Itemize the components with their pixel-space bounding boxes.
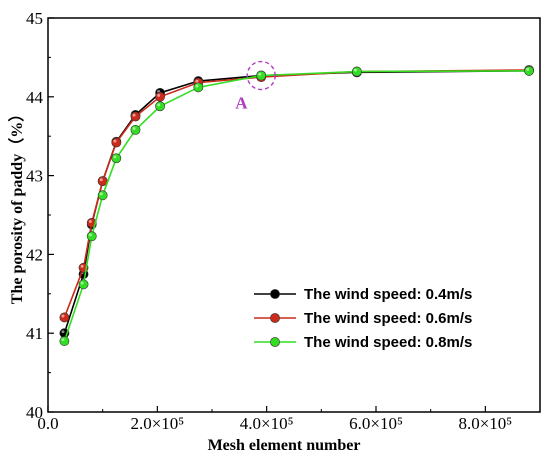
data-point-highlight <box>80 281 84 285</box>
data-point <box>256 70 267 81</box>
legend-label: The wind speed: 0.4m/s <box>304 286 472 303</box>
series-line <box>63 69 530 318</box>
data-point-highlight <box>80 264 84 268</box>
legend-marker <box>270 289 280 299</box>
legend-marker <box>270 337 280 347</box>
data-point <box>97 190 108 201</box>
x-tick-label: 8.0×10⁵ <box>458 414 512 433</box>
data-point-highlight <box>113 139 117 143</box>
data-point-highlight <box>132 126 136 130</box>
data-point-highlight <box>157 93 161 97</box>
data-point <box>111 137 122 148</box>
y-tick-label: 41 <box>26 324 43 343</box>
x-tick-label: 0.0 <box>37 414 58 433</box>
data-point-highlight <box>61 330 65 334</box>
annotation-label: A <box>235 94 248 113</box>
data-point-highlight <box>157 103 161 107</box>
legend-marker <box>270 313 280 323</box>
x-tick-label: 4.0×10⁵ <box>240 414 294 433</box>
data-point-highlight <box>88 219 92 223</box>
data-point <box>59 336 70 346</box>
data-point-highlight <box>195 84 199 88</box>
legend-label: The wind speed: 0.8m/s <box>304 334 472 351</box>
y-tick-label: 40 <box>26 403 43 422</box>
data-point-highlight <box>61 338 65 342</box>
y-tick-label: 44 <box>26 88 44 107</box>
data-point <box>524 65 534 76</box>
x-tick-label: 6.0×10⁵ <box>349 414 403 433</box>
y-axis-title: The porosity of paddy（%） <box>8 106 26 304</box>
x-axis-title: Mesh element number <box>208 437 361 454</box>
data-point-highlight <box>99 192 103 196</box>
data-point-highlight <box>99 178 103 182</box>
data-point-highlight <box>195 79 199 83</box>
data-point <box>155 91 165 102</box>
x-tick-label: 2.0×10⁵ <box>130 414 184 433</box>
data-point-highlight <box>113 155 117 159</box>
data-point <box>59 312 70 323</box>
y-tick-label: 45 <box>26 9 43 28</box>
series-3 <box>59 65 534 346</box>
data-point-highlight <box>132 113 136 117</box>
data-point-highlight <box>88 233 92 237</box>
series-2 <box>59 65 534 323</box>
data-point <box>111 153 122 164</box>
legend-label: The wind speed: 0.6m/s <box>304 310 472 327</box>
data-point <box>351 66 362 77</box>
data-point-highlight <box>258 72 262 76</box>
data-point <box>86 231 97 242</box>
data-point <box>155 101 165 112</box>
legend: The wind speed: 0.4m/s The wind speed: 0.… <box>254 286 472 351</box>
annotation-circle <box>246 60 276 91</box>
plot-frame <box>47 17 541 413</box>
data-point-highlight <box>61 314 65 318</box>
y-tick-label: 42 <box>26 245 43 264</box>
data-point <box>78 279 89 290</box>
data-point-highlight <box>526 67 530 71</box>
data-point-highlight <box>353 68 357 72</box>
data-point <box>130 111 141 122</box>
data-point <box>130 124 141 135</box>
y-tick-label: 43 <box>26 167 43 186</box>
data-point <box>193 82 204 93</box>
